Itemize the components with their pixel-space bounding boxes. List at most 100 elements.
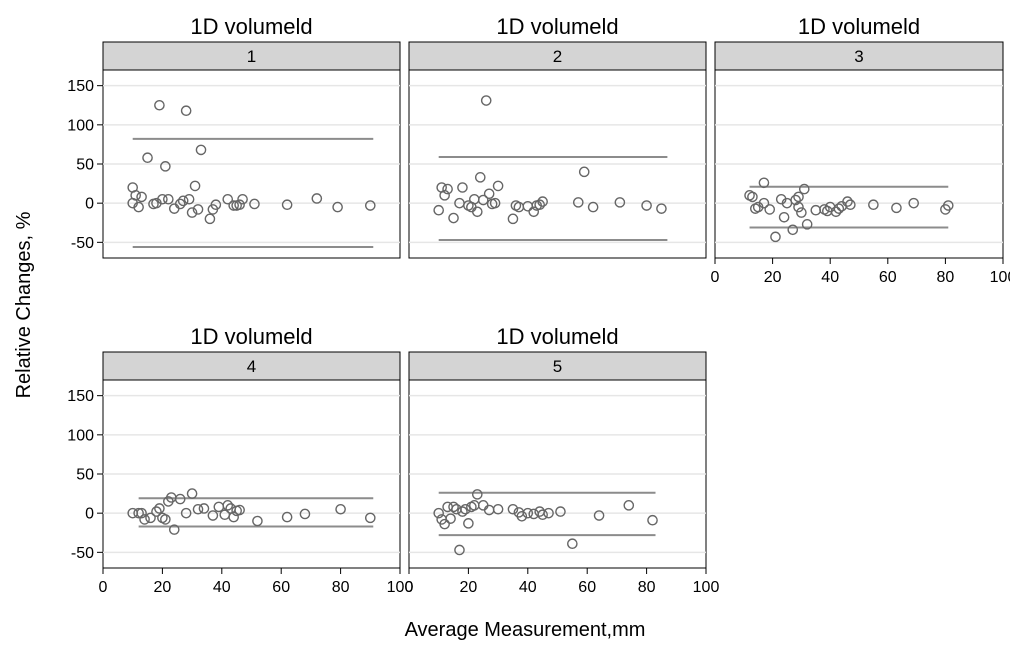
- x-tick-label: 20: [154, 579, 172, 596]
- data-point: [770, 231, 781, 243]
- data-point: [516, 510, 528, 522]
- data-point: [210, 199, 222, 211]
- data-point: [133, 507, 144, 519]
- data-point: [747, 191, 758, 203]
- data-point: [578, 166, 590, 178]
- data-point: [833, 203, 845, 214]
- x-tick-label: 20: [764, 269, 782, 286]
- data-point: [534, 199, 545, 211]
- data-point: [234, 199, 245, 211]
- x-axis-title: Average Measurement,mm: [405, 619, 646, 641]
- data-point: [335, 503, 346, 515]
- strip-label: 3: [854, 47, 863, 66]
- x-tick-label: 100: [387, 579, 414, 596]
- data-point: [796, 207, 807, 218]
- y-tick-label: 0: [85, 506, 94, 523]
- y-tick-label: 150: [67, 388, 94, 405]
- x-tick-label: 80: [332, 579, 350, 596]
- data-point: [198, 503, 210, 514]
- data-point: [801, 219, 813, 230]
- data-point: [587, 201, 599, 213]
- data-point: [641, 200, 652, 211]
- data-point: [868, 199, 879, 211]
- data-point: [483, 188, 495, 200]
- data-point: [160, 161, 171, 172]
- data-point: [192, 204, 204, 215]
- x-tick-label: 20: [460, 579, 478, 596]
- y-tick-label: 100: [67, 117, 94, 134]
- data-point: [163, 193, 174, 205]
- data-point: [522, 507, 534, 519]
- data-point: [237, 193, 248, 205]
- data-point: [448, 501, 459, 513]
- strip-background: [102, 351, 401, 381]
- data-point: [448, 212, 459, 224]
- data-point: [160, 514, 171, 525]
- data-point: [445, 513, 456, 524]
- data-point: [656, 203, 667, 214]
- y-tick-label: 150: [67, 78, 94, 95]
- data-point: [177, 195, 189, 207]
- data-point: [332, 201, 343, 213]
- data-point: [142, 152, 153, 164]
- panel-4: 1D volumeld 4 -50 0 50 100 150 0 20 40 60 80 100: [67, 324, 413, 596]
- data-point: [127, 197, 138, 209]
- data-point: [299, 508, 311, 520]
- data-point: [572, 197, 584, 208]
- data-point: [647, 514, 658, 526]
- x-tick-label: 0: [405, 579, 414, 596]
- data-point: [249, 198, 260, 210]
- data-point: [180, 105, 192, 117]
- panel-title: 1D volumeld: [798, 14, 920, 39]
- data-point: [567, 538, 578, 550]
- data-point: [228, 200, 239, 211]
- data-point: [207, 510, 219, 521]
- data-point: [793, 191, 804, 203]
- data-point: [457, 182, 468, 193]
- data-point: [528, 206, 540, 218]
- strip-label: 4: [247, 357, 256, 376]
- data-point: [543, 507, 554, 519]
- data-point: [460, 503, 471, 515]
- y-tick-label: 50: [76, 467, 94, 484]
- data-point: [787, 224, 799, 236]
- x-tick-label: 60: [578, 579, 596, 596]
- data-point: [222, 500, 234, 511]
- x-tick-label: 0: [711, 269, 720, 286]
- x-tick-label: 40: [519, 579, 537, 596]
- panel-1: 1D volumeld 1 -50 0 50 100 150: [67, 14, 401, 259]
- data-point: [593, 510, 605, 521]
- data-point: [154, 99, 165, 111]
- x-tick-label: 40: [821, 269, 839, 286]
- data-point: [311, 193, 323, 204]
- data-point: [830, 206, 842, 218]
- x-tick-label: 80: [638, 579, 656, 596]
- data-point: [758, 177, 770, 189]
- strip-label: 1: [247, 47, 256, 66]
- data-point: [222, 193, 234, 205]
- data-point: [474, 172, 486, 183]
- x-tick-label: 0: [99, 579, 108, 596]
- data-point: [189, 180, 201, 192]
- data-point: [439, 518, 450, 530]
- y-tick-label: -50: [71, 235, 94, 252]
- data-point: [192, 503, 204, 515]
- data-point: [281, 199, 293, 211]
- data-point: [228, 511, 239, 523]
- x-tick-label: 80: [937, 269, 955, 286]
- data-point: [442, 183, 453, 195]
- x-tick-label: 60: [879, 269, 897, 286]
- x-tick-label: 40: [213, 579, 231, 596]
- strip-label: 2: [553, 47, 562, 66]
- data-point: [136, 507, 147, 519]
- data-point: [234, 504, 245, 516]
- strip-background: [408, 351, 707, 381]
- data-point: [798, 183, 810, 195]
- panel-title: 1D volumeld: [190, 14, 312, 39]
- data-point: [281, 511, 293, 523]
- data-point: [492, 180, 504, 192]
- data-point: [183, 193, 195, 205]
- x-tick-label: 100: [693, 579, 720, 596]
- data-point: [364, 200, 376, 211]
